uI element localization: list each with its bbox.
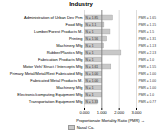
svg-text:N = 1.1: N = 1.1 bbox=[86, 23, 97, 27]
svg-text:Motor Veh/ Struct / Intercepts: Motor Veh/ Struct / Intercepts Mfg bbox=[23, 64, 83, 69]
svg-text:Administration of Urban Dev Pr: Administration of Urban Dev Prm bbox=[24, 15, 83, 20]
svg-text:PMR = 1.00: PMR = 1.00 bbox=[139, 79, 157, 83]
svg-text:Rubber/Plastics Mfg: Rubber/Plastics Mfg bbox=[47, 50, 83, 55]
svg-text:Proportionate Mortality Ratio: Proportionate Mortality Ratio (PMR) → bbox=[76, 118, 144, 123]
html-text:Nasal Ca.: Nasal Ca. bbox=[76, 125, 95, 130]
svg-text:PMR = 1.31: PMR = 1.31 bbox=[139, 37, 157, 41]
svg-text:PMR = 0.77: PMR = 0.77 bbox=[139, 100, 157, 104]
svg-text:3.000: 3.000 bbox=[131, 110, 142, 115]
svg-text:Lumber/Forest Products M.: Lumber/Forest Products M. bbox=[34, 29, 82, 34]
svg-text:N = 1.33: N = 1.33 bbox=[86, 100, 99, 104]
svg-text:Machinery Mfg: Machinery Mfg bbox=[56, 43, 82, 48]
svg-text:0.000: 0.000 bbox=[79, 110, 90, 115]
svg-text:N = 1.00: N = 1.00 bbox=[86, 72, 99, 76]
svg-text:Transportation Equipment Mfg: Transportation Equipment Mfg bbox=[29, 99, 83, 104]
svg-text:PMR = 2.13: PMR = 2.13 bbox=[139, 51, 157, 55]
svg-text:PMR = 1.55: PMR = 1.55 bbox=[139, 65, 157, 69]
svg-text:Machinery Mfg: Machinery Mfg bbox=[56, 85, 82, 90]
svg-text:N = 1: N = 1 bbox=[86, 58, 94, 62]
svg-text:N = 1: N = 1 bbox=[86, 30, 94, 34]
svg-text:N = 1: N = 1 bbox=[86, 93, 94, 97]
svg-text:PMR = 1.65: PMR = 1.65 bbox=[139, 16, 157, 20]
svg-text:PMR = 1.00: PMR = 1.00 bbox=[139, 72, 157, 76]
svg-text:N = 1: N = 1 bbox=[86, 44, 94, 48]
svg-text:PMR = 1.00: PMR = 1.00 bbox=[139, 86, 157, 90]
svg-text:Fabrication Products Mfg: Fabrication Products Mfg bbox=[38, 57, 82, 62]
svg-text:1.000: 1.000 bbox=[97, 110, 108, 115]
svg-text:Printing: Printing bbox=[69, 36, 83, 41]
svg-text:Fabricated Metal Products M.: Fabricated Metal Products M. bbox=[30, 78, 82, 83]
svg-text:PMR = 1.5: PMR = 1.5 bbox=[139, 30, 155, 34]
svg-text:Electronic/computing Equipment: Electronic/computing Equipment Mfg bbox=[17, 92, 82, 97]
svg-text:N = 1.85: N = 1.85 bbox=[86, 16, 99, 20]
svg-text:N = 1: N = 1 bbox=[86, 86, 94, 90]
html-text:Industry: Industry bbox=[69, 1, 93, 7]
svg-text:PMR = 1.0: PMR = 1.0 bbox=[139, 58, 155, 62]
svg-text:N = 1.00: N = 1.00 bbox=[86, 79, 99, 83]
svg-text:N = 1.61: N = 1.61 bbox=[86, 65, 99, 69]
svg-text:PMR = 1.0: PMR = 1.0 bbox=[139, 93, 155, 97]
svg-text:PMR = 1.15: PMR = 1.15 bbox=[139, 23, 157, 27]
svg-text:2.000: 2.000 bbox=[114, 110, 125, 115]
svg-text:Primary Metal/Metal/Rest Fabri: Primary Metal/Metal/Rest Fabricated Mfg bbox=[10, 71, 83, 76]
svg-text:N = 1: N = 1 bbox=[86, 51, 94, 55]
svg-text:N = 1.56: N = 1.56 bbox=[86, 37, 99, 41]
svg-text:PMR = 1.13: PMR = 1.13 bbox=[139, 44, 157, 48]
svg-text:Food Mfg: Food Mfg bbox=[66, 22, 83, 27]
